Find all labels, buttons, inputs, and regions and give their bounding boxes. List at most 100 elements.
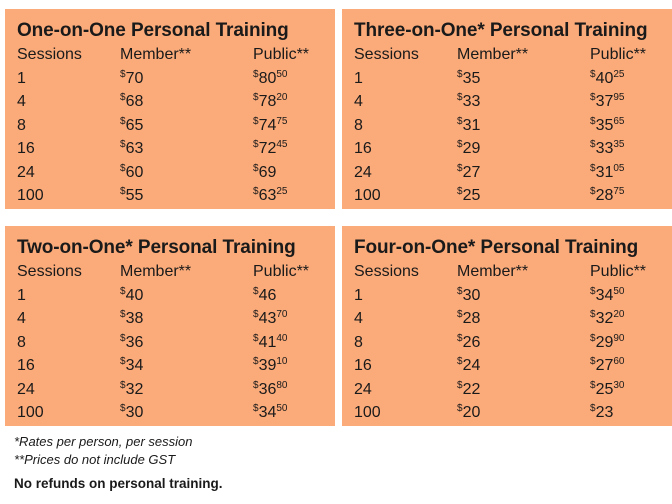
member-header: Member** xyxy=(457,263,529,280)
member-price: $30 xyxy=(120,401,253,425)
table-row: 1 $30 $3450 xyxy=(354,284,672,308)
member-price: $24 xyxy=(457,354,590,378)
public-price: $2760 xyxy=(590,354,670,378)
currency-symbol: $ xyxy=(120,309,126,320)
public-dollars: 39 xyxy=(258,357,277,374)
sessions-cell: 1 xyxy=(354,286,363,304)
member-price: $35 xyxy=(457,67,590,91)
public-dollars: 74 xyxy=(258,116,277,134)
public-price: $8050 xyxy=(253,67,333,91)
currency-symbol: $ xyxy=(457,68,463,80)
currency-symbol: $ xyxy=(120,332,126,344)
member-price: $28 xyxy=(457,307,590,331)
sessions-cell: 24 xyxy=(354,163,372,181)
member-dollars: 30 xyxy=(125,404,144,421)
sessions-cell: 16 xyxy=(354,357,372,374)
member-dollars: 34 xyxy=(125,357,144,374)
public-cents: 50 xyxy=(613,285,625,297)
currency-symbol: $ xyxy=(253,332,259,344)
public-dollars: 78 xyxy=(258,93,277,110)
member-dollars: 32 xyxy=(125,380,144,398)
currency-symbol: $ xyxy=(590,403,596,414)
sessions-cell: 100 xyxy=(17,187,44,204)
member-dollars: 65 xyxy=(125,116,144,134)
currency-symbol: $ xyxy=(457,332,463,344)
pricing-card-four-on-one: Four-on-One* Personal Training Sessions Me… xyxy=(342,226,672,426)
public-dollars: 31 xyxy=(595,163,614,181)
table-row: 24 $22 $2530 xyxy=(354,378,672,402)
currency-symbol: $ xyxy=(253,162,259,174)
currency-symbol: $ xyxy=(253,115,259,127)
currency-symbol: $ xyxy=(253,139,259,150)
currency-symbol: $ xyxy=(120,186,126,197)
public-dollars: 27 xyxy=(595,357,614,374)
member-dollars: 38 xyxy=(125,310,144,327)
public-price: $7245 xyxy=(253,137,333,161)
currency-symbol: $ xyxy=(120,115,126,127)
currency-symbol: $ xyxy=(590,92,596,103)
public-price: $2990 xyxy=(590,331,670,355)
sessions-header: Sessions xyxy=(354,46,419,63)
refund-policy: No refunds on personal training. xyxy=(14,476,223,491)
sessions-cell: 100 xyxy=(354,404,381,421)
public-cents: 90 xyxy=(613,332,625,344)
table-row: 16 $63 $7245 xyxy=(17,137,335,161)
public-cents: 50 xyxy=(276,68,288,80)
public-dollars: 63 xyxy=(258,187,277,204)
member-price: $22 xyxy=(457,378,590,402)
public-header: Public** xyxy=(253,46,310,63)
table-row: 1 $40 $46 xyxy=(17,284,335,308)
public-price: $3450 xyxy=(253,401,333,425)
sessions-cell: 8 xyxy=(354,116,363,134)
currency-symbol: $ xyxy=(120,92,126,103)
public-cents: 20 xyxy=(613,309,625,320)
public-cents: 80 xyxy=(276,379,288,391)
member-price: $40 xyxy=(120,284,253,308)
public-dollars: 69 xyxy=(258,163,277,181)
table-row: 8 $36 $4140 xyxy=(17,331,335,355)
sessions-cell: 4 xyxy=(17,93,26,110)
public-price: $4140 xyxy=(253,331,333,355)
table-row: 4 $38 $4370 xyxy=(17,307,335,331)
member-price: $26 xyxy=(457,331,590,355)
sessions-cell: 100 xyxy=(354,187,381,204)
public-price: $3335 xyxy=(590,137,670,161)
sessions-cell: 16 xyxy=(354,140,372,157)
sessions-cell: 1 xyxy=(17,286,26,304)
public-dollars: 33 xyxy=(595,140,614,157)
currency-symbol: $ xyxy=(253,92,259,103)
public-price: $2875 xyxy=(590,184,670,208)
public-cents: 10 xyxy=(276,356,288,367)
public-dollars: 34 xyxy=(258,404,277,421)
member-dollars: 60 xyxy=(125,163,144,181)
member-dollars: 27 xyxy=(462,163,481,181)
member-price: $27 xyxy=(457,161,590,185)
member-dollars: 20 xyxy=(462,404,481,421)
table-row: 100 $25 $2875 xyxy=(354,184,672,208)
table-header: Sessions Member** Public** xyxy=(17,260,335,284)
member-header: Member** xyxy=(120,263,192,280)
member-price: $30 xyxy=(457,284,590,308)
currency-symbol: $ xyxy=(590,332,596,344)
sessions-header: Sessions xyxy=(17,263,82,280)
card-title: Three-on-One* Personal Training xyxy=(354,20,648,41)
public-price: $3105 xyxy=(590,161,670,185)
member-dollars: 33 xyxy=(462,93,481,110)
public-dollars: 25 xyxy=(595,380,614,398)
gst-footnote: **Prices do not include GST xyxy=(14,452,176,467)
public-price: $3565 xyxy=(590,114,670,138)
sessions-cell: 4 xyxy=(17,310,26,327)
public-dollars: 80 xyxy=(258,69,277,87)
public-cents: 95 xyxy=(613,92,625,103)
sessions-header: Sessions xyxy=(17,46,82,63)
member-price: $34 xyxy=(120,354,253,378)
sessions-cell: 24 xyxy=(17,380,35,398)
currency-symbol: $ xyxy=(120,285,126,297)
public-header: Public** xyxy=(253,263,310,280)
sessions-cell: 8 xyxy=(354,333,363,351)
public-dollars: 36 xyxy=(258,380,277,398)
member-dollars: 25 xyxy=(462,187,481,204)
table-row: 24 $27 $3105 xyxy=(354,161,672,185)
table-row: 100 $30 $3450 xyxy=(17,401,335,425)
currency-symbol: $ xyxy=(120,68,126,80)
